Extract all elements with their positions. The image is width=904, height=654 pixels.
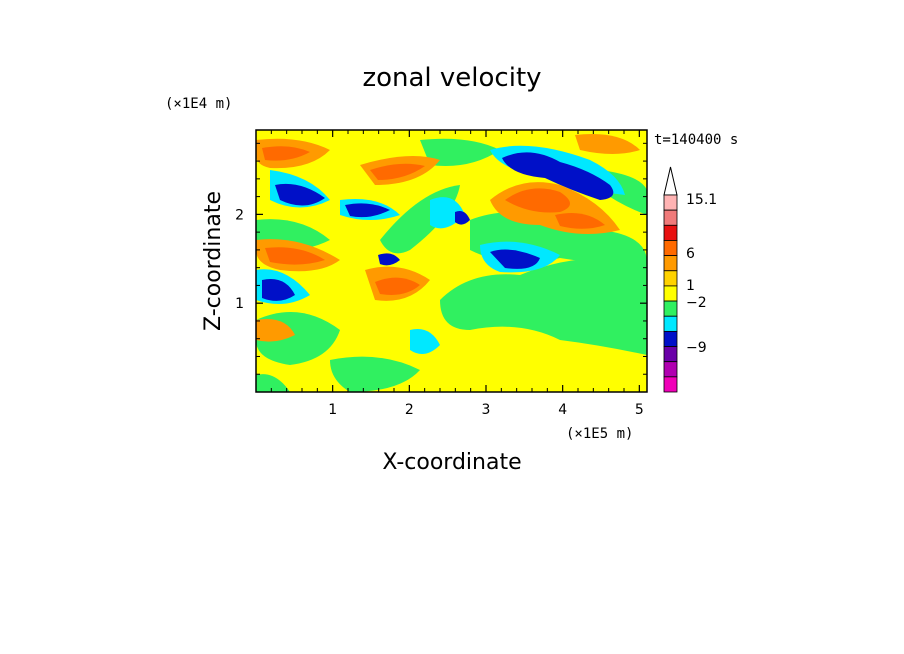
field-patch-orange: [575, 134, 640, 154]
field-patch-green: [256, 374, 290, 392]
field-patch-blue: [490, 249, 540, 269]
colorbar-label: 1: [686, 278, 695, 294]
x-tick-label: 4: [558, 402, 567, 418]
colorbar-label: −9: [686, 340, 707, 356]
axis-tick-labels: 1 2 3 4 5 1 2: [235, 207, 644, 418]
contour-field: [256, 130, 647, 392]
field-patch-red: [505, 188, 570, 213]
colorbar-label: −2: [686, 295, 707, 311]
colorbar-segment: [663, 315, 678, 332]
x-unit-label: (×1E5 m): [566, 426, 633, 442]
x-axis-label: X-coordinate: [382, 450, 521, 475]
field-patch-red: [375, 277, 420, 295]
colorbar-segment: [663, 285, 678, 302]
colorbar-segment: [663, 270, 678, 287]
field-patch-blue: [378, 253, 400, 266]
colorbar-segment: [663, 224, 678, 241]
field-patch-orange: [256, 319, 295, 342]
y-tick-label: 1: [235, 296, 244, 312]
plot-frame: [255, 129, 648, 393]
field-patch-blue: [502, 152, 614, 200]
field-patch-blue: [275, 183, 325, 206]
colorbar-segment: [663, 346, 678, 363]
field-patch-cyan: [410, 329, 440, 354]
field-patch-blue: [262, 279, 295, 301]
y-tick-label: 2: [235, 207, 244, 223]
field-patch-red: [370, 163, 425, 180]
field-patch-red: [265, 247, 325, 265]
x-tick-label: 1: [328, 402, 337, 418]
colorbar-segment: [663, 194, 678, 211]
field-patch-green: [420, 138, 500, 166]
axis-ticks: [256, 130, 647, 392]
field-patch-blue: [455, 211, 470, 225]
colorbar-extend-arrow: [663, 166, 678, 196]
colorbar-segment: [663, 376, 678, 393]
x-tick-label: 3: [482, 402, 491, 418]
colorbar-segment: [663, 209, 678, 226]
x-tick-label: 5: [635, 402, 644, 418]
y-axis-label: Z-coordinate: [201, 191, 226, 331]
colorbar-segment: [663, 330, 678, 347]
field-patch-blue: [345, 203, 390, 218]
chart-title: zonal velocity: [362, 63, 541, 93]
x-tick-label: 2: [405, 402, 414, 418]
time-label: t=140400 s: [654, 132, 738, 148]
colorbar-label: 15.1: [686, 192, 717, 208]
colorbar-segment: [663, 255, 678, 272]
colorbar-segment: [663, 300, 678, 317]
field-patch-green: [440, 258, 647, 355]
field-patch-red: [555, 212, 605, 229]
colorbar-label: 6: [686, 246, 695, 262]
colorbar: 15.1 6 1−2 −9: [663, 166, 717, 393]
field-patch-green: [330, 356, 420, 392]
colorbar-segment: [663, 361, 678, 378]
field-patch-red: [262, 146, 310, 161]
y-unit-label: (×1E4 m): [165, 96, 232, 112]
colorbar-segment: [663, 240, 678, 257]
